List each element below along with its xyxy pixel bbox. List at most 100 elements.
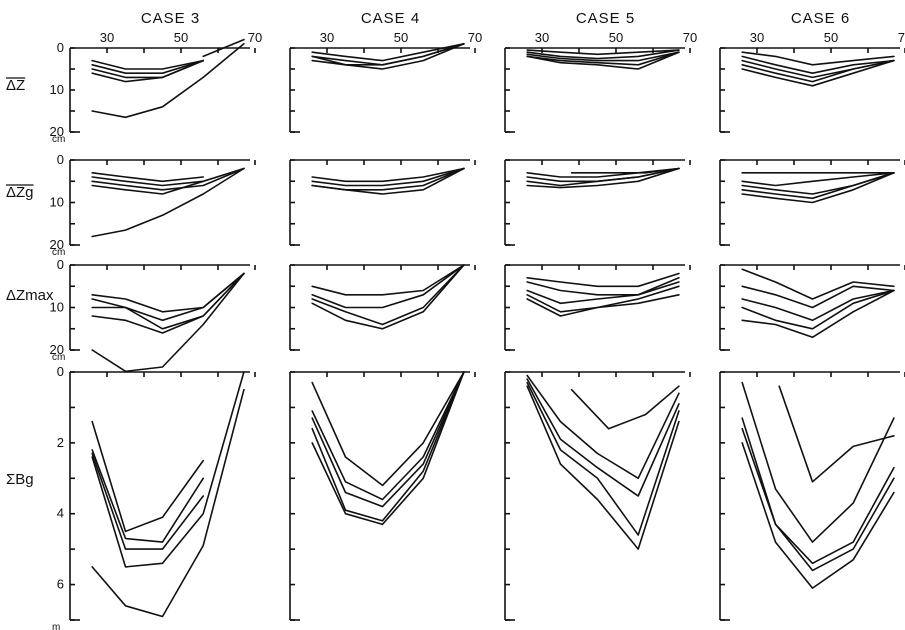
y-tick-label: 6	[57, 577, 64, 592]
series-line	[741, 289, 895, 330]
series-line	[91, 272, 245, 373]
case-titles: CASE 3 CASE 4 CASE 5 CASE 6	[141, 10, 850, 27]
series-line	[526, 51, 680, 70]
series-line	[311, 167, 465, 183]
series-line	[91, 43, 245, 119]
series-line	[778, 385, 895, 483]
y-tick-label: 0	[57, 257, 64, 272]
series-line	[741, 427, 895, 572]
series-line	[741, 381, 895, 543]
x-tick-label: 70	[898, 30, 905, 45]
row-label: ΔZ̄g	[6, 184, 34, 201]
panel	[719, 264, 905, 351]
series-line	[91, 176, 204, 187]
series-line	[311, 371, 465, 501]
series-line	[526, 281, 680, 305]
y-tick-label: 0	[57, 364, 64, 379]
panel	[719, 159, 905, 246]
series-line	[91, 452, 204, 550]
series-line	[91, 167, 245, 238]
y-tick-label: 10	[50, 195, 64, 210]
panel	[504, 264, 691, 351]
series-line	[741, 172, 895, 187]
series-line	[741, 442, 895, 589]
series-line	[311, 264, 465, 309]
y-unit-label: cm	[52, 134, 65, 145]
panel	[504, 159, 691, 246]
series-line	[741, 285, 895, 309]
panel	[504, 371, 691, 621]
panel: 30 50 70	[289, 30, 482, 133]
x-tick-label: 30	[750, 30, 764, 45]
y-tick-label: 0	[57, 152, 64, 167]
series-line	[311, 371, 465, 522]
row-labels: ΔZ̄ ΔZ̄g ΔZmax ΣBg	[6, 77, 54, 488]
panel: 30 50 70	[504, 30, 697, 133]
y-tick-label: 4	[57, 506, 64, 521]
series-line	[91, 59, 204, 70]
panels: 30507001020cm30507030507030507001020cm01…	[50, 30, 905, 630]
series-line	[526, 167, 680, 187]
x-tick-label: 70	[248, 30, 262, 45]
series-line	[311, 264, 465, 296]
panel	[289, 371, 476, 621]
series-line	[311, 264, 465, 330]
series-line	[741, 289, 895, 339]
y-tick-label: 10	[50, 82, 64, 97]
case-title: CASE 6	[791, 10, 850, 27]
series-line	[526, 49, 680, 56]
y-tick-label: 2	[57, 435, 64, 450]
series-line	[741, 268, 895, 300]
series-line	[311, 371, 465, 508]
series-line	[311, 43, 465, 62]
series-line	[311, 43, 465, 66]
series-line	[741, 51, 895, 66]
series-line	[91, 272, 245, 334]
series-line	[91, 167, 245, 195]
y-tick-label: 10	[50, 300, 64, 315]
x-tick-label: 50	[394, 30, 408, 45]
series-line	[741, 59, 895, 87]
y-unit-label: m	[52, 622, 60, 630]
series-line	[311, 167, 465, 187]
series-line	[202, 38, 245, 58]
series-line	[311, 371, 465, 487]
series-line	[526, 167, 680, 189]
x-tick-label: 30	[100, 30, 114, 45]
panel	[719, 371, 905, 621]
x-tick-label: 70	[468, 30, 482, 45]
x-tick-label: 50	[174, 30, 188, 45]
y-unit-label: cm	[52, 352, 65, 363]
series-line	[311, 371, 465, 526]
x-tick-label: 50	[824, 30, 838, 45]
series-line	[741, 55, 895, 74]
series-line	[311, 264, 465, 326]
panel: 30 50 70	[719, 30, 905, 133]
row-label: ΔZ̄	[6, 77, 25, 94]
panel: 0 2 4 6 m	[52, 364, 256, 630]
x-tick-label: 30	[535, 30, 549, 45]
y-tick-label: 0	[57, 40, 64, 55]
row-label: ΔZmax	[6, 287, 54, 304]
series-line	[91, 172, 204, 183]
series-line	[526, 385, 680, 550]
x-tick-label: 70	[683, 30, 697, 45]
series-line	[91, 388, 245, 618]
series-line	[526, 277, 680, 296]
series-line	[741, 59, 895, 83]
series-line	[741, 172, 895, 200]
panel	[289, 264, 476, 351]
series-line	[91, 420, 204, 533]
series-line	[526, 49, 680, 60]
y-unit-label: cm	[52, 247, 65, 258]
series-line	[526, 51, 680, 66]
series-line	[91, 167, 245, 191]
series-line	[526, 294, 680, 317]
series-line	[526, 374, 680, 480]
series-line	[91, 59, 204, 74]
series-line	[526, 381, 680, 536]
panel	[289, 159, 476, 246]
series-line	[526, 167, 680, 178]
